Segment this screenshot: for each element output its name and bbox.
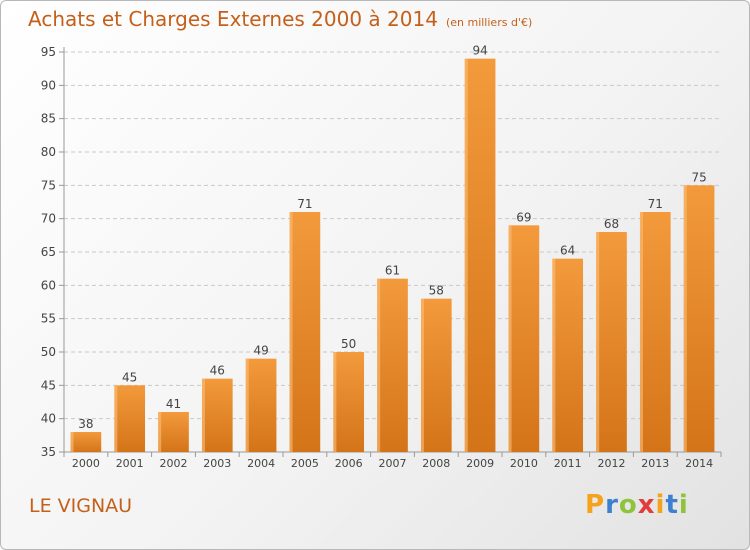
bar (420, 298, 452, 452)
bar-highlight (201, 378, 205, 452)
bar (158, 412, 189, 452)
y-tick-label: 50 (41, 345, 56, 359)
logo-letter: r (605, 490, 619, 520)
x-tick-label: 2004 (247, 457, 275, 470)
bar-highlight (420, 298, 424, 452)
bar (70, 432, 102, 452)
data-label: 61 (385, 264, 400, 278)
data-label: 41 (166, 397, 181, 411)
commune-label: LE VIGNAU (29, 495, 133, 517)
logo-letter: x (637, 490, 656, 520)
logo-letter: P (585, 490, 606, 520)
bar-highlight (70, 432, 74, 452)
data-label: 64 (560, 244, 575, 258)
bar-highlight (289, 212, 293, 452)
y-tick-label: 85 (41, 112, 56, 126)
data-label: 49 (253, 344, 268, 358)
data-label: 71 (648, 197, 663, 211)
logo-letter: t (665, 490, 679, 520)
data-label: 45 (122, 370, 137, 384)
bar (377, 278, 408, 452)
y-tick-label: 90 (41, 78, 56, 92)
bar-highlight (552, 258, 556, 452)
chart-title-subtitle: (en milliers d'€) (445, 16, 533, 29)
proxiti-logo: Proxiti (585, 490, 689, 520)
bar (464, 58, 496, 453)
logo-letter: i (678, 490, 689, 520)
y-tick-label: 60 (41, 278, 56, 292)
data-label: 58 (429, 284, 444, 298)
chart-title-main: Achats et Charges Externes 2000 à 2014 (28, 7, 438, 31)
x-tick-label: 2002 (160, 457, 188, 470)
bar (639, 212, 671, 452)
bar-highlight (377, 278, 381, 452)
logo-letter: i (655, 490, 666, 520)
x-tick-label: 2011 (554, 457, 582, 470)
bar (245, 358, 277, 452)
y-tick-label: 35 (41, 445, 56, 459)
bar-highlight (114, 385, 118, 452)
x-tick-label: 2006 (335, 457, 363, 470)
bar-highlight (508, 225, 512, 452)
bar-highlight (245, 358, 249, 452)
bar-highlight (158, 412, 162, 452)
data-label: 68 (604, 217, 619, 231)
x-tick-label: 2005 (291, 457, 319, 470)
y-tick-label: 40 (41, 412, 56, 426)
data-label: 38 (78, 417, 93, 431)
bar-highlight (683, 185, 687, 453)
bar-highlight (639, 212, 643, 452)
x-tick-label: 2010 (510, 457, 538, 470)
bar (289, 212, 321, 452)
bar (508, 225, 540, 452)
y-tick-label: 45 (41, 378, 56, 392)
bar (114, 385, 146, 452)
x-tick-label: 2000 (72, 457, 100, 470)
x-tick-label: 2014 (685, 457, 713, 470)
bar (683, 185, 715, 453)
y-tick-label: 65 (41, 245, 56, 259)
data-label: 69 (516, 210, 531, 224)
bars (70, 58, 715, 453)
y-tick-label: 70 (41, 212, 56, 226)
y-tick-label: 75 (41, 178, 56, 192)
bar (552, 258, 584, 452)
x-tick-label: 2008 (422, 457, 450, 470)
bar (333, 352, 365, 452)
x-tick-label: 2012 (598, 457, 626, 470)
bar-highlight (596, 232, 600, 452)
data-label: 71 (297, 197, 312, 211)
bar-highlight (464, 58, 468, 453)
y-tick-label: 80 (41, 145, 56, 159)
labels: 35 40 45 50 55 60 65 70 75 80 85 90 95 38 2000 45 2001 41… (41, 44, 713, 470)
bar-highlight (333, 352, 337, 452)
x-tick-label: 2007 (379, 457, 407, 470)
bar (596, 232, 627, 452)
x-tick-label: 2009 (466, 457, 494, 470)
y-tick-label: 55 (41, 312, 56, 326)
y-tick-label: 95 (41, 45, 56, 59)
x-tick-label: 2001 (116, 457, 144, 470)
data-label: 94 (472, 44, 487, 58)
data-label: 50 (341, 337, 356, 351)
logo-letter: o (618, 490, 638, 520)
chart-title: Achats et Charges Externes 2000 à 2014 (e… (28, 7, 532, 31)
data-label: 75 (691, 170, 706, 184)
data-label: 46 (210, 364, 225, 378)
x-tick-label: 2003 (203, 457, 231, 470)
bar (201, 378, 233, 452)
x-tick-label: 2013 (641, 457, 669, 470)
